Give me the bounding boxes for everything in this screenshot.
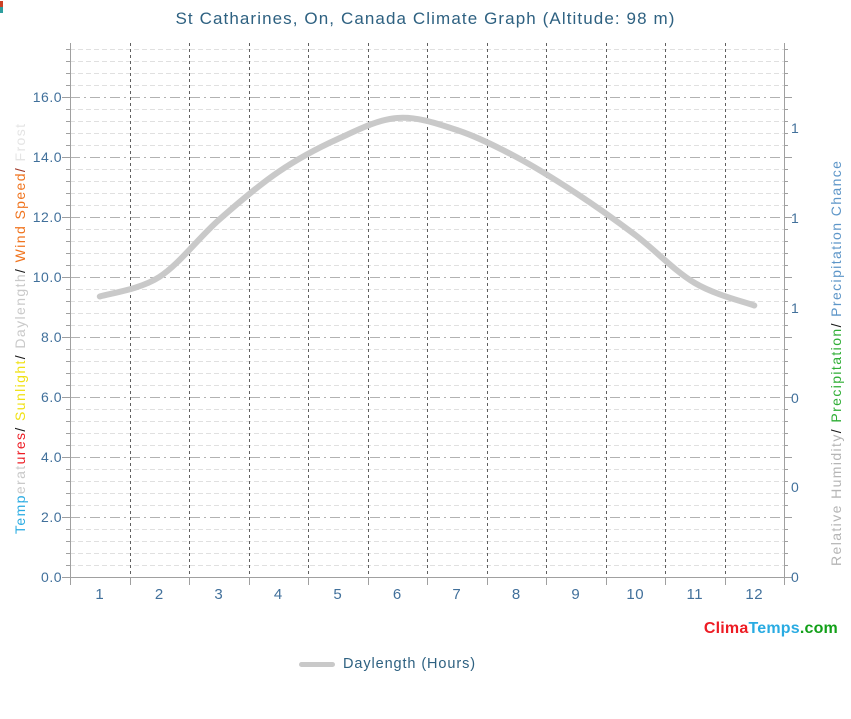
right-axis-title: Relative Humidity/ Precipitation/ Precip… xyxy=(828,160,844,566)
month-tick-label: 9 xyxy=(571,586,581,603)
month-tick-label: 7 xyxy=(452,586,462,603)
label-segment: Sunlight xyxy=(12,359,28,421)
label-segment: / xyxy=(12,348,28,360)
chart-title: St Catharines, On, Canada Climate Graph … xyxy=(175,9,676,28)
label-segment: Relative Humidity xyxy=(828,433,844,566)
left-axis-tick-label: 16.0 xyxy=(32,89,62,105)
month-tick-label: 8 xyxy=(511,586,521,603)
right-axis-tick-label: 1 xyxy=(791,299,800,316)
right-axis-tick-label: 1 xyxy=(791,210,800,226)
label-segment: Clima xyxy=(703,620,749,637)
left-axis-tick-label: 0.0 xyxy=(41,569,62,585)
left-axis-tick-label: 2.0 xyxy=(41,509,62,525)
label-segment: / xyxy=(12,262,28,273)
corner-mark-bottom xyxy=(0,7,3,13)
month-tick-label: 11 xyxy=(686,586,704,603)
daylength-curve xyxy=(96,114,758,309)
left-axis-tick-label: 14.0 xyxy=(32,149,62,165)
label-segment: Temp xyxy=(12,494,28,534)
left-axis-tick-label: 6.0 xyxy=(41,389,62,405)
climatemps-logo: ClimaTemps.com xyxy=(704,620,838,638)
label-segment: Precipitation xyxy=(828,327,844,423)
legend-line-swatch xyxy=(299,661,335,667)
label-segment: Temps xyxy=(748,620,800,637)
corner-mark-top xyxy=(0,1,3,7)
label-segment: erat xyxy=(12,464,28,495)
left-axis-tick-label: 12.0 xyxy=(32,209,62,225)
right-axis-tick-label: 1 xyxy=(791,120,800,137)
left-axis-tick-label: 4.0 xyxy=(41,449,62,465)
legend-label: Daylength (Hours) xyxy=(343,656,476,672)
right-axis-tick-label: 0 xyxy=(791,389,800,406)
month-tick-label: 2 xyxy=(154,586,164,603)
right-axis-tick-label: 0 xyxy=(791,479,800,496)
left-axis-tick-label: 8.0 xyxy=(41,329,62,345)
label-segment: Wind Speed xyxy=(12,172,28,263)
month-tick-label: 4 xyxy=(273,586,283,603)
label-segment: Daylength xyxy=(12,272,28,349)
corner-mark-icon xyxy=(0,1,3,13)
label-segment: / xyxy=(12,161,28,173)
month-tick-label: 5 xyxy=(333,586,343,603)
month-tick-label: 10 xyxy=(626,586,645,603)
label-segment: ures xyxy=(12,431,28,465)
left-axis-title: Temperatures/ Sunlight/ Daylength/ Wind … xyxy=(12,123,28,534)
label-segment: / xyxy=(12,420,28,432)
label-segment: .com xyxy=(799,620,838,637)
right-axis-tick-label: 0 xyxy=(791,569,800,585)
month-tick-label: 3 xyxy=(214,586,224,603)
month-tick-label: 1 xyxy=(95,586,105,603)
left-axis-tick-label: 10.0 xyxy=(32,269,62,285)
month-tick-label: 12 xyxy=(745,586,764,603)
month-tick-label: 6 xyxy=(392,586,402,603)
label-segment: / xyxy=(828,422,844,434)
label-segment: / xyxy=(828,316,844,328)
label-segment: Frost xyxy=(12,122,28,162)
legend: Daylength (Hours) xyxy=(299,656,476,672)
label-segment: Precipitation Chance xyxy=(828,159,844,317)
